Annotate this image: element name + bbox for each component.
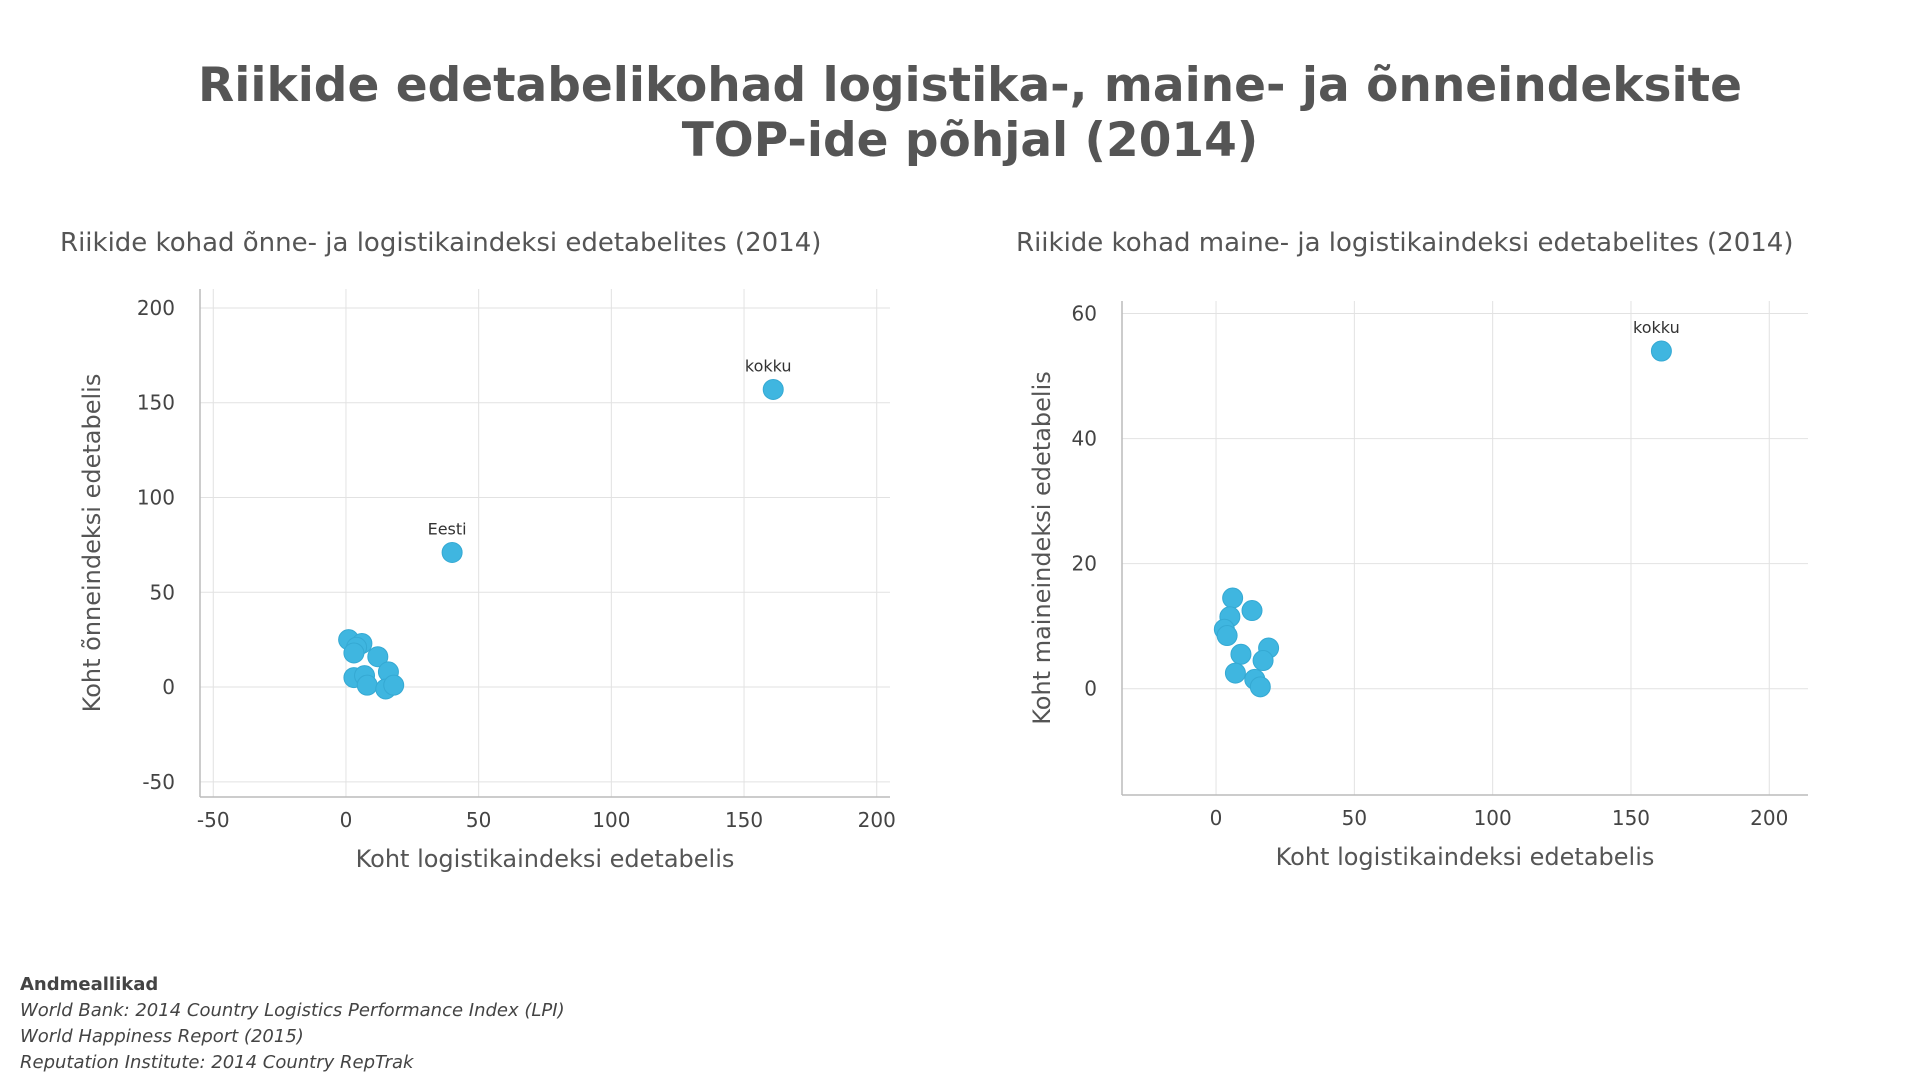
- title-line-2: TOP-ide põhjal (2014): [681, 113, 1259, 168]
- y-tick-label: 40: [1072, 427, 1097, 451]
- x-tick-label: 0: [340, 808, 353, 832]
- data-point: [1230, 643, 1252, 665]
- x-tick-label: 150: [725, 808, 763, 832]
- y-tick-label: 200: [137, 296, 175, 320]
- y-tick-label: 50: [150, 580, 175, 604]
- data-point: [1216, 625, 1238, 647]
- x-axis-label: Koht logistikaindeksi edetabelis: [356, 845, 735, 873]
- x-tick-label: 50: [466, 808, 491, 832]
- x-tick-label: 50: [1342, 806, 1367, 830]
- y-tick-label: 0: [1084, 677, 1097, 701]
- data-point: [441, 541, 463, 563]
- x-tick-label: 200: [858, 808, 896, 832]
- sources-heading: Andmeallikad: [20, 974, 159, 995]
- x-axis-label: Koht logistikaindeksi edetabelis: [1276, 843, 1655, 871]
- y-tick-label: 60: [1072, 302, 1097, 326]
- data-point: [1222, 587, 1244, 609]
- y-tick-label: 100: [137, 486, 175, 510]
- point-label: kokku: [745, 356, 792, 375]
- title-line-1: Riikide edetabelikohad logistika-, maine…: [198, 58, 1742, 113]
- x-tick-label: 0: [1210, 806, 1223, 830]
- point-label: Eesti: [428, 519, 467, 538]
- chart-2-title: Riikide kohad maine- ja logistikaindeksi…: [1016, 228, 1794, 258]
- source-line: World Happiness Report (2015): [20, 1026, 304, 1047]
- chart-1-title: Riikide kohad õnne- ja logistikaindeksi …: [60, 228, 822, 258]
- data-point: [1224, 662, 1246, 684]
- y-tick-label: 0: [162, 675, 175, 699]
- data-point: [762, 378, 784, 400]
- source-line: Reputation Institute: 2014 Country RepTr…: [20, 1052, 414, 1073]
- sources: Andmeallikad World Bank: 2014 Country Lo…: [20, 972, 565, 1076]
- page-title: Riikide edetabelikohad logistika-, maine…: [0, 58, 1920, 168]
- data-point: [367, 646, 389, 668]
- x-tick-label: 150: [1612, 806, 1650, 830]
- x-tick-label: 100: [592, 808, 630, 832]
- x-tick-label: 100: [1474, 806, 1512, 830]
- x-tick-label: -50: [197, 808, 230, 832]
- data-point: [1252, 650, 1274, 672]
- y-tick-label: 20: [1072, 552, 1097, 576]
- y-tick-label: -50: [142, 770, 175, 794]
- data-point: [356, 674, 378, 696]
- data-point: [383, 674, 405, 696]
- point-label: kokku: [1633, 318, 1680, 337]
- data-point: [1249, 676, 1271, 698]
- y-tick-label: 150: [137, 391, 175, 415]
- source-line: World Bank: 2014 Country Logistics Perfo…: [20, 1000, 565, 1021]
- y-axis-label: Koht maineindeksi edetabelis: [1028, 371, 1056, 725]
- data-point: [1650, 340, 1672, 362]
- x-tick-label: 200: [1750, 806, 1788, 830]
- y-axis-label: Koht õnneindeksi edetabelis: [78, 374, 106, 713]
- data-point: [1241, 600, 1263, 622]
- data-point: [343, 642, 365, 664]
